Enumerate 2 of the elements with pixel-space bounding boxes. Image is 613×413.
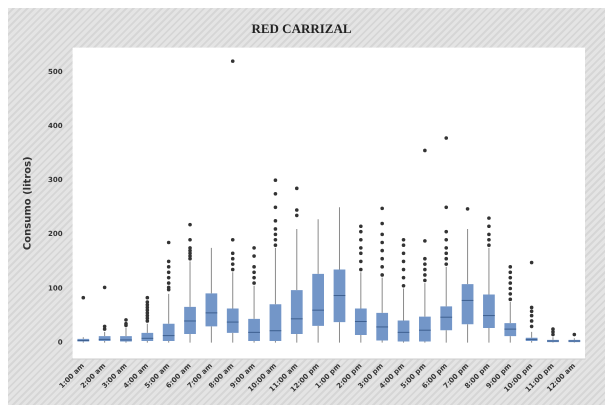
y-axis-title: Consumo (litros)	[22, 156, 34, 250]
chart-title: RED CARRIZAL	[251, 21, 352, 36]
